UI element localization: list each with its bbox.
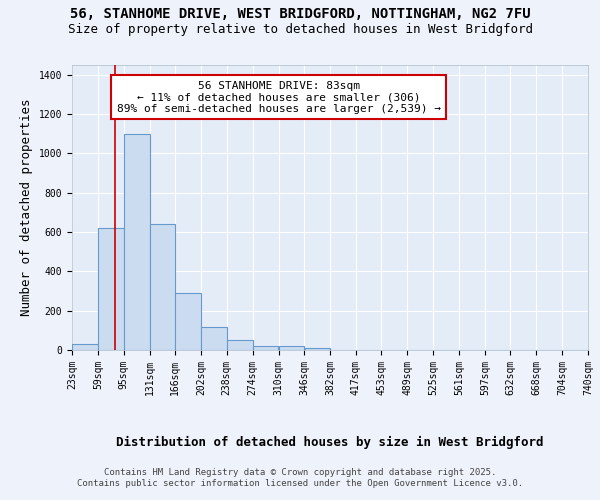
- Bar: [150, 224, 175, 350]
- Bar: [201, 328, 227, 350]
- Bar: [72, 344, 98, 350]
- Text: Contains HM Land Registry data © Crown copyright and database right 2025.: Contains HM Land Registry data © Crown c…: [104, 468, 496, 477]
- Text: Contains public sector information licensed under the Open Government Licence v3: Contains public sector information licen…: [77, 480, 523, 488]
- Bar: [98, 228, 124, 350]
- Text: 56, STANHOME DRIVE, WEST BRIDGFORD, NOTTINGHAM, NG2 7FU: 56, STANHOME DRIVE, WEST BRIDGFORD, NOTT…: [70, 8, 530, 22]
- Y-axis label: Number of detached properties: Number of detached properties: [20, 99, 33, 316]
- Text: Size of property relative to detached houses in West Bridgford: Size of property relative to detached ho…: [67, 22, 533, 36]
- Text: Distribution of detached houses by size in West Bridgford: Distribution of detached houses by size …: [116, 436, 544, 449]
- Bar: [253, 346, 278, 350]
- Text: 56 STANHOME DRIVE: 83sqm
← 11% of detached houses are smaller (306)
89% of semi-: 56 STANHOME DRIVE: 83sqm ← 11% of detach…: [116, 80, 440, 114]
- Bar: [278, 346, 304, 350]
- Bar: [305, 348, 330, 350]
- Bar: [124, 134, 149, 350]
- Bar: [227, 340, 253, 350]
- Bar: [175, 293, 200, 350]
